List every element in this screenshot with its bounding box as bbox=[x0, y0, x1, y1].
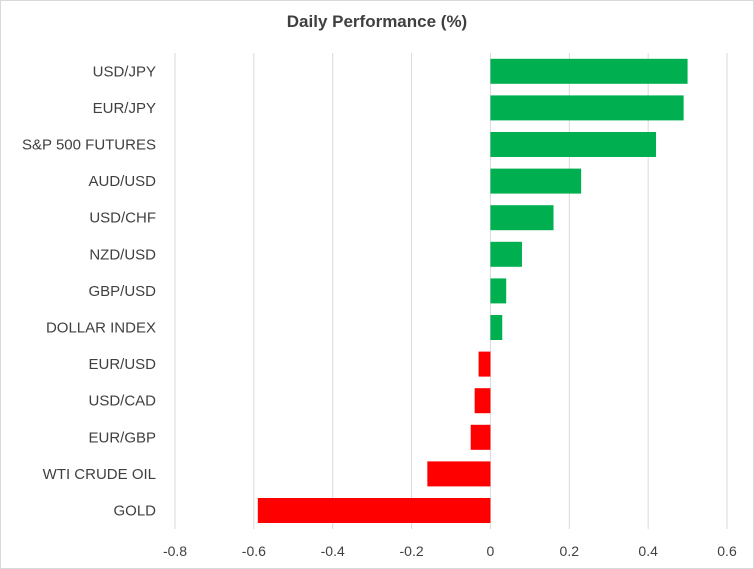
x-axis-tick-labels: -0.8 -0.6 -0.4 -0.2 0 0.2 0.4 0.6 bbox=[163, 543, 737, 559]
bar bbox=[257, 498, 491, 523]
bar bbox=[490, 278, 507, 304]
category-label: USD/JPY bbox=[93, 63, 156, 80]
category-label: WTI CRUDE OIL bbox=[43, 466, 156, 483]
category-label: GOLD bbox=[113, 503, 156, 520]
bar bbox=[490, 315, 503, 340]
category-label: EUR/JPY bbox=[93, 100, 156, 117]
category-label: AUD/USD bbox=[88, 173, 156, 190]
category-labels: USD/JPY EUR/JPY S&P 500 FUTURES AUD/USD USD/… bbox=[22, 63, 156, 519]
bar bbox=[490, 241, 522, 267]
category-label: EUR/GBP bbox=[88, 429, 156, 446]
category-label: EUR/USD bbox=[88, 356, 156, 373]
gridlines bbox=[174, 53, 728, 529]
x-tick-label: 0.2 bbox=[560, 543, 580, 559]
x-tick-label: 0.6 bbox=[717, 543, 737, 559]
bars bbox=[257, 58, 688, 523]
bar bbox=[427, 461, 491, 487]
x-tick-label: -0.6 bbox=[242, 543, 266, 559]
category-label: S&P 500 FUTURES bbox=[22, 137, 156, 154]
bar bbox=[490, 205, 554, 231]
bar bbox=[478, 351, 491, 377]
bar bbox=[490, 58, 688, 84]
category-label: USD/CAD bbox=[88, 393, 156, 410]
bar bbox=[490, 168, 582, 194]
category-label: GBP/USD bbox=[88, 283, 156, 300]
category-label: USD/CHF bbox=[89, 210, 156, 227]
bar bbox=[474, 388, 491, 414]
bar bbox=[490, 95, 684, 121]
chart-title: Daily Performance (%) bbox=[286, 12, 468, 31]
x-tick-label: -0.2 bbox=[400, 543, 424, 559]
bar bbox=[470, 424, 491, 450]
category-label: DOLLAR INDEX bbox=[46, 320, 156, 337]
bar bbox=[490, 132, 657, 157]
x-tick-label: 0.4 bbox=[638, 543, 658, 559]
x-tick-label: -0.4 bbox=[321, 543, 345, 559]
x-tick-label: -0.8 bbox=[163, 543, 187, 559]
category-label: NZD/USD bbox=[89, 246, 156, 263]
x-tick-label: 0 bbox=[487, 543, 495, 559]
